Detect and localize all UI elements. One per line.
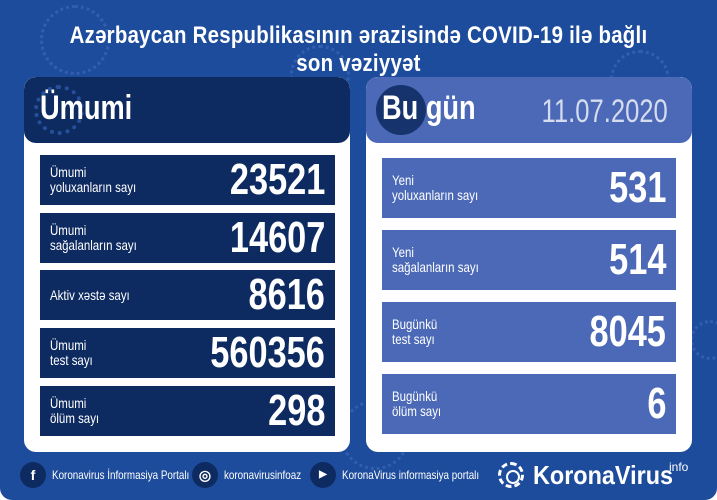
today-heading: Bu gün: [382, 89, 476, 127]
total-recovered-row: Ümumi sağalanların sayı 14607: [40, 213, 335, 263]
today-header: Bu gün 11.07.2020: [366, 77, 692, 143]
total-panel: Ümumi Ümumi yoluxanların sayı 23521 Ümumi s…: [24, 77, 350, 452]
today-deaths-row: Bugünkü ölüm sayı 6: [382, 374, 676, 434]
row-label: Ümumi test sayı: [50, 337, 93, 368]
new-recovered-row: Yeni sağalanların sayı 514: [382, 230, 676, 290]
virus-icon: [34, 85, 84, 135]
today-panel: Bu gün 11.07.2020 Yeni yoluxanların sayı 5…: [366, 77, 692, 452]
row-label: Aktiv xəstə sayı: [50, 286, 130, 303]
row-label: Yeni yoluxanların sayı: [392, 172, 479, 203]
row-label: Ümumi sağalanların sayı: [50, 222, 137, 253]
today-tests-row: Bugünkü test sayı 8045: [382, 302, 676, 362]
row-label: Bugünkü test sayı: [392, 316, 438, 347]
row-label: Ümumi ölüm sayı: [50, 395, 100, 426]
active-cases-row: Aktiv xəstə sayı 8616: [40, 270, 335, 320]
total-header: Ümumi: [24, 77, 350, 143]
virus-decoration-icon: [40, 5, 110, 75]
koronavirus-logo-icon: [498, 462, 524, 488]
instagram-icon[interactable]: ◎: [192, 462, 218, 488]
total-tests-row: Ümumi test sayı 560356: [40, 328, 335, 378]
instagram-link[interactable]: koronavirusinfoaz: [224, 468, 302, 482]
row-label: Ümumi yoluxanların sayı: [50, 164, 137, 195]
row-value: 560356: [210, 328, 325, 377]
row-value: 298: [267, 386, 325, 435]
row-value: 514: [608, 235, 666, 284]
row-value: 8616: [248, 270, 325, 319]
row-value: 23521: [229, 155, 325, 204]
row-label: Bugünkü ölüm sayı: [392, 388, 442, 419]
brand-logo: KoronaVirus: [533, 460, 674, 490]
date: 11.07.2020: [541, 93, 668, 129]
row-value: 531: [608, 163, 666, 212]
row-label: Yeni sağalanların sayı: [392, 244, 479, 275]
page-title: Azərbaycan Respublikasının ərazisində CO…: [69, 22, 648, 77]
virus-icon: [376, 85, 426, 135]
new-infected-row: Yeni yoluxanların sayı 531: [382, 158, 676, 218]
total-infected-row: Ümumi yoluxanların sayı 23521: [40, 155, 335, 205]
total-heading: Ümumi: [40, 89, 133, 127]
brand-logo-sup: info: [669, 460, 689, 474]
row-value: 6: [646, 379, 666, 428]
youtube-icon[interactable]: ▶: [310, 462, 336, 488]
youtube-link[interactable]: KoronaVirus informasiya portalı: [342, 468, 480, 482]
row-value: 14607: [229, 213, 325, 262]
facebook-link[interactable]: Koronavirus İnformasiya Portalı: [52, 468, 190, 482]
row-value: 8045: [589, 307, 666, 356]
virus-decoration-icon: [690, 320, 717, 360]
facebook-icon[interactable]: f: [20, 462, 46, 488]
footer: f Koronavirus İnformasiya Portalı ◎ koro…: [0, 460, 717, 492]
total-deaths-row: Ümumi ölüm sayı 298: [40, 386, 335, 436]
